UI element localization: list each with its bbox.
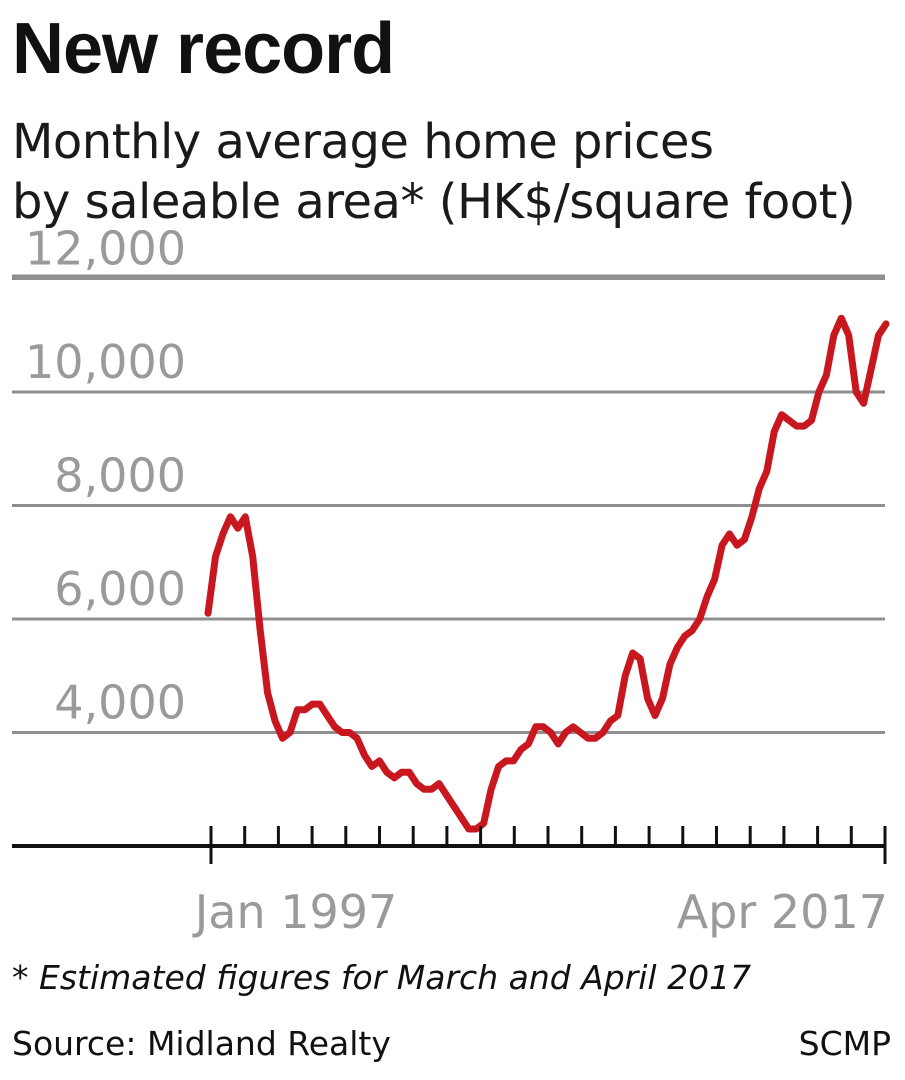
publisher-credit: SCMP xyxy=(798,1024,891,1063)
chart-subtitle: Monthly average home prices by saleable … xyxy=(12,114,856,230)
line-chart: 12,000 10,000 8,000 6,000 4,000 Jan 1997 Apr … xyxy=(12,222,890,939)
chart-title: New record xyxy=(12,9,395,89)
y-tick-label: 12,000 xyxy=(25,222,186,276)
x-tick-label-start: Jan 1997 xyxy=(192,885,398,939)
series-line-0 xyxy=(204,314,890,833)
grid-lines xyxy=(12,274,885,734)
y-tick-label: 10,000 xyxy=(25,335,186,389)
x-tick-labels: Jan 1997 Apr 2017 xyxy=(192,885,888,939)
y-tick-label: 4,000 xyxy=(54,676,186,730)
y-tick-labels: 12,000 10,000 8,000 6,000 4,000 xyxy=(25,222,186,730)
footnote: * Estimated figures for March and April … xyxy=(12,958,752,997)
series-layer xyxy=(204,314,890,833)
x-tick-label-end: Apr 2017 xyxy=(677,885,888,939)
x-axis xyxy=(12,826,887,864)
y-tick-label: 6,000 xyxy=(54,562,186,616)
source-credit: Source: Midland Realty xyxy=(12,1024,391,1063)
y-tick-label: 8,000 xyxy=(54,449,186,503)
